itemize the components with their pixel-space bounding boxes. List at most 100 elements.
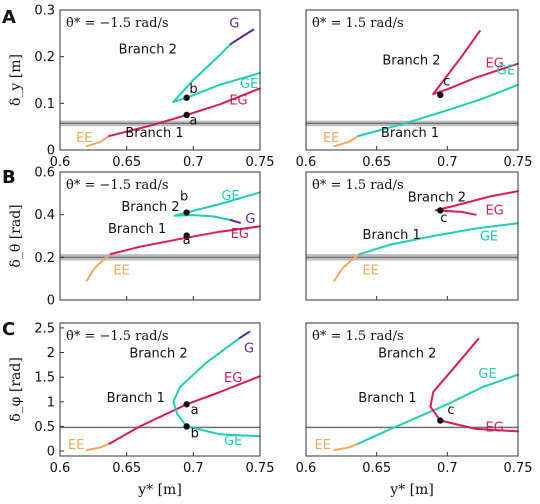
chart-annotation: G [244, 342, 254, 357]
series-line-ge [172, 72, 261, 103]
series-line-ge [357, 373, 519, 445]
point-a [183, 111, 190, 119]
rate-annotation: θ̇* = −1.5 rad/s [66, 329, 169, 344]
y-axis-label: δ_y [m] [8, 54, 24, 106]
chart-annotation: c [443, 75, 450, 90]
point-c [437, 417, 444, 424]
chart-annotation: Branch 2 [121, 200, 179, 215]
series-line-eg [435, 190, 519, 212]
y-tick-label: 1.5 [34, 371, 55, 386]
plot-C-1: G Branch 2 EG Branch 1 ab GE EE θ̇* = −1.5 rad/… [8, 321, 274, 476]
chart-annotation: GE [480, 229, 498, 244]
chart-annotation: a [189, 113, 197, 128]
chart-annotation: b [191, 426, 199, 441]
x-tick-label: 0.6 [296, 155, 317, 170]
y-tick-label: 0.3 [34, 4, 55, 19]
x-tick-label: 0.7 [183, 155, 204, 170]
y-axis-label: δ_φ [rad] [8, 357, 24, 422]
chart-annotation: GE [224, 434, 242, 449]
plot-C-2: Branch 2 GE Branch 1 c EG EE θ̇* = 1.5 rad/s 0.… [296, 322, 532, 476]
series-line-ee [85, 442, 111, 452]
series-line-ge [357, 83, 519, 137]
chart-annotation: G [245, 212, 255, 227]
chart-annotation: c [447, 403, 454, 418]
series-line-eg [429, 337, 519, 433]
chart-annotation: c [440, 211, 447, 226]
x-axis-label: y* [m] [137, 482, 182, 498]
y-tick-label: 0.2 [34, 50, 55, 65]
x-tick-label: 0.6 [296, 461, 317, 476]
panel-label: B [2, 167, 16, 188]
series-line-g [229, 28, 255, 46]
y-axis-label: δ_θ [rad] [8, 204, 24, 267]
chart-annotation: Branch 1 [363, 228, 421, 243]
chart-annotation: Branch 1 [108, 222, 166, 237]
chart-annotation: EE [363, 263, 379, 278]
x-tick-label: 0.65 [112, 461, 141, 476]
panel-label: C [2, 319, 15, 340]
point-c [437, 207, 444, 214]
chart-annotation: EG [485, 204, 503, 219]
chart-annotation: EE [323, 131, 339, 146]
y-tick-label: 1 [47, 395, 55, 410]
point-b [183, 423, 190, 430]
series-line-ge [173, 214, 232, 221]
chart-annotation: EG [229, 93, 247, 108]
chart-annotation: EE [113, 263, 129, 278]
chart-annotation: G [229, 17, 239, 32]
y-tick-label: 0 [47, 445, 55, 460]
rate-annotation: θ̇* = −1.5 rad/s [66, 178, 169, 193]
y-tick-label: 0.1 [34, 97, 55, 112]
series-line-ee [85, 135, 111, 148]
chart-annotation: Branch 2 [119, 42, 177, 57]
chart-annotation: b [189, 82, 197, 97]
x-tick-label: 0.65 [112, 155, 141, 170]
x-tick-label: 0.6 [50, 461, 71, 476]
plot-B-2: Branch 2 EG c Branch 1 GE EE θ̇* = 1.5 rad/s [305, 171, 519, 301]
y-tick-label: 0.2 [34, 251, 55, 266]
chart-annotation: GE [221, 189, 239, 204]
x-tick-label: 0.6 [50, 155, 71, 170]
chart-annotation: EG [485, 420, 503, 435]
point-c [437, 91, 444, 99]
chart-annotation: Branch 1 [358, 391, 416, 406]
x-tick-label: 0.7 [183, 461, 204, 476]
series-line-ge [172, 336, 261, 438]
x-tick-label: 0.75 [246, 461, 275, 476]
chart-annotation: Branch 1 [125, 126, 183, 141]
plot-frame [59, 9, 261, 151]
plot-frame [59, 322, 261, 457]
series-line-g [229, 219, 241, 224]
x-tick-label: 0.75 [504, 155, 533, 170]
chart-annotation: EE [76, 131, 92, 146]
x-axis-label: y* [m] [389, 482, 434, 498]
y-tick-label: 0.6 [34, 166, 55, 181]
point-a [183, 401, 190, 408]
series-line-ee [333, 253, 361, 282]
chart-annotation: GE [497, 63, 515, 78]
chart-annotation: Branch 1 [107, 391, 165, 406]
chart-annotation: GE [240, 77, 258, 92]
plot-frame [59, 171, 261, 301]
chart-annotation: Branch 2 [129, 346, 187, 361]
chart-annotation: EG [485, 56, 503, 71]
chart-annotation: a [191, 403, 199, 418]
rate-annotation: θ̇* = −1.5 rad/s [66, 16, 169, 31]
y-tick-label: 2.5 [34, 321, 55, 336]
series-line-eg [435, 209, 477, 216]
point-b [183, 209, 190, 216]
series-line-ee [85, 253, 112, 282]
chart-annotation: a [183, 233, 191, 248]
chart-annotation: EG [231, 227, 249, 242]
y-tick-label: 0.5 [34, 420, 55, 435]
point-a [183, 232, 190, 239]
series-line-ee [333, 135, 360, 148]
series-line-g [239, 330, 251, 339]
plot-frame [305, 171, 519, 301]
series-line-ge [173, 191, 261, 217]
plot-frame [305, 322, 519, 457]
series-line-ge [358, 222, 519, 256]
chart-annotation: Branch 2 [382, 54, 440, 69]
